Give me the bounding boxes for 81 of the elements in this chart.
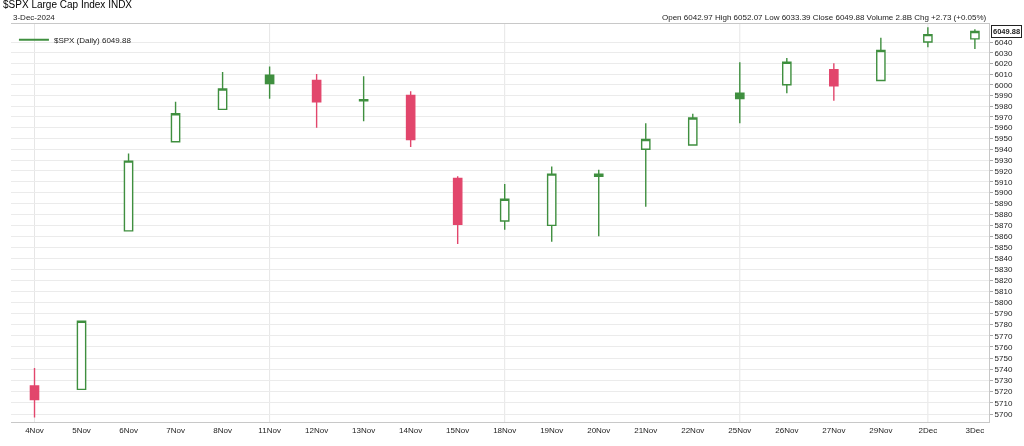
y-tick-label: 5880 (994, 210, 1013, 220)
x-tick-label: 20Nov (587, 425, 611, 435)
x-tick-label: 26Nov (775, 425, 799, 435)
x-tick-label: 2Dec (918, 425, 938, 435)
x-tick-label: 15Nov (446, 425, 470, 435)
y-tick-label: 5910 (994, 177, 1013, 187)
y-tick-label: 5900 (994, 188, 1013, 198)
y-tick-label: 5850 (994, 243, 1013, 253)
candlestick (358, 75, 369, 122)
y-tick-label: 5750 (994, 353, 1013, 363)
x-tick-label: 27Nov (822, 425, 846, 435)
y-tick-label: 5720 (994, 387, 1013, 397)
x-tick-label: 6Nov (119, 425, 138, 435)
candlestick (452, 175, 463, 245)
y-tick-label: 5730 (994, 376, 1013, 386)
x-tick-label: 8Nov (213, 425, 232, 435)
candlestick (170, 101, 181, 143)
y-tick-label: 5970 (994, 112, 1013, 122)
x-tick-label: 29Nov (869, 425, 893, 435)
y-tick-label: 5820 (994, 276, 1013, 286)
y-tick-label: 5890 (994, 199, 1013, 209)
x-tick-label: 12Nov (305, 425, 329, 435)
x-tick-label: 25Nov (728, 425, 752, 435)
y-tick-label: 5840 (994, 254, 1013, 264)
x-tick-label: 3Dec (965, 425, 985, 435)
x-tick-label: 4Nov (25, 425, 44, 435)
y-tick-label: 6000 (994, 80, 1013, 90)
y-tick-label: 5700 (994, 409, 1013, 419)
y-tick-label: 5770 (994, 331, 1013, 341)
candlestick (876, 37, 886, 82)
y-tick-label: 5870 (994, 221, 1013, 231)
y-tick-label: 5800 (994, 298, 1013, 308)
candlestick (640, 122, 651, 208)
x-tick-label: 14Nov (399, 425, 423, 435)
y-tick-label: 5810 (994, 287, 1013, 297)
chart-subtitle: 3-Dec-2024 (13, 13, 56, 22)
candlestick (29, 367, 40, 419)
y-tick-label: 5980 (994, 101, 1013, 111)
candlestick (923, 26, 933, 49)
candlestick (123, 152, 134, 232)
x-tick-label: 11Nov (258, 425, 281, 435)
x-tick-label: 22Nov (681, 425, 705, 435)
candlestick (499, 183, 510, 231)
y-tick-label: 6010 (994, 69, 1013, 79)
y-tick-label: 5950 (994, 134, 1013, 144)
candlestick (734, 61, 745, 125)
y-tick-label: 5780 (994, 320, 1013, 330)
text: Open 6042.97 High 6052.07 Low 6033.39 Close 6049.88 Volume 2.8B Chg +2.73 (+0.05%) (662, 13, 987, 22)
y-tick-label: 5990 (994, 91, 1013, 101)
y-tick-label: 5940 (994, 145, 1013, 155)
candlestick (76, 320, 87, 391)
y-tick-label: 5790 (994, 309, 1013, 319)
candlestick (264, 65, 275, 100)
y-tick-label: 5760 (994, 342, 1013, 352)
candlestick (829, 62, 839, 102)
candlestick (593, 169, 604, 238)
x-tick-label: 5Nov (72, 425, 91, 435)
x-tick-label: 18Nov (493, 425, 517, 435)
candlestick (687, 112, 698, 146)
y-tick-label: 5860 (994, 232, 1013, 242)
y-tick-label: 5740 (994, 365, 1013, 374)
y-tick-label: 6030 (994, 48, 1013, 58)
chart-title: $SPX Large Cap Index INDX (3, 0, 133, 10)
x-tick-label: 21Nov (634, 425, 658, 435)
x-tick-label: 7Nov (166, 425, 185, 435)
y-tick-label: 5830 (994, 265, 1013, 275)
candlestick (782, 57, 792, 94)
candlestick (311, 73, 322, 129)
candlestick (217, 71, 228, 111)
y-tick-label: 6040 (994, 37, 1013, 47)
candlestick (970, 28, 980, 50)
candlestick (546, 165, 557, 243)
x-tick-label: 19Nov (540, 425, 564, 435)
y-tick-label: 5930 (994, 155, 1013, 165)
legend-label: $SPX (Daily) 6049.88 (53, 35, 132, 45)
y-tick-label: 5920 (994, 166, 1013, 176)
y-tick-label: 6020 (994, 59, 1013, 69)
x-tick-label: 13Nov (352, 425, 376, 435)
y-tick-label: 5960 (994, 123, 1013, 133)
y-tick-label: 5710 (994, 398, 1013, 408)
candlestick (405, 90, 416, 148)
